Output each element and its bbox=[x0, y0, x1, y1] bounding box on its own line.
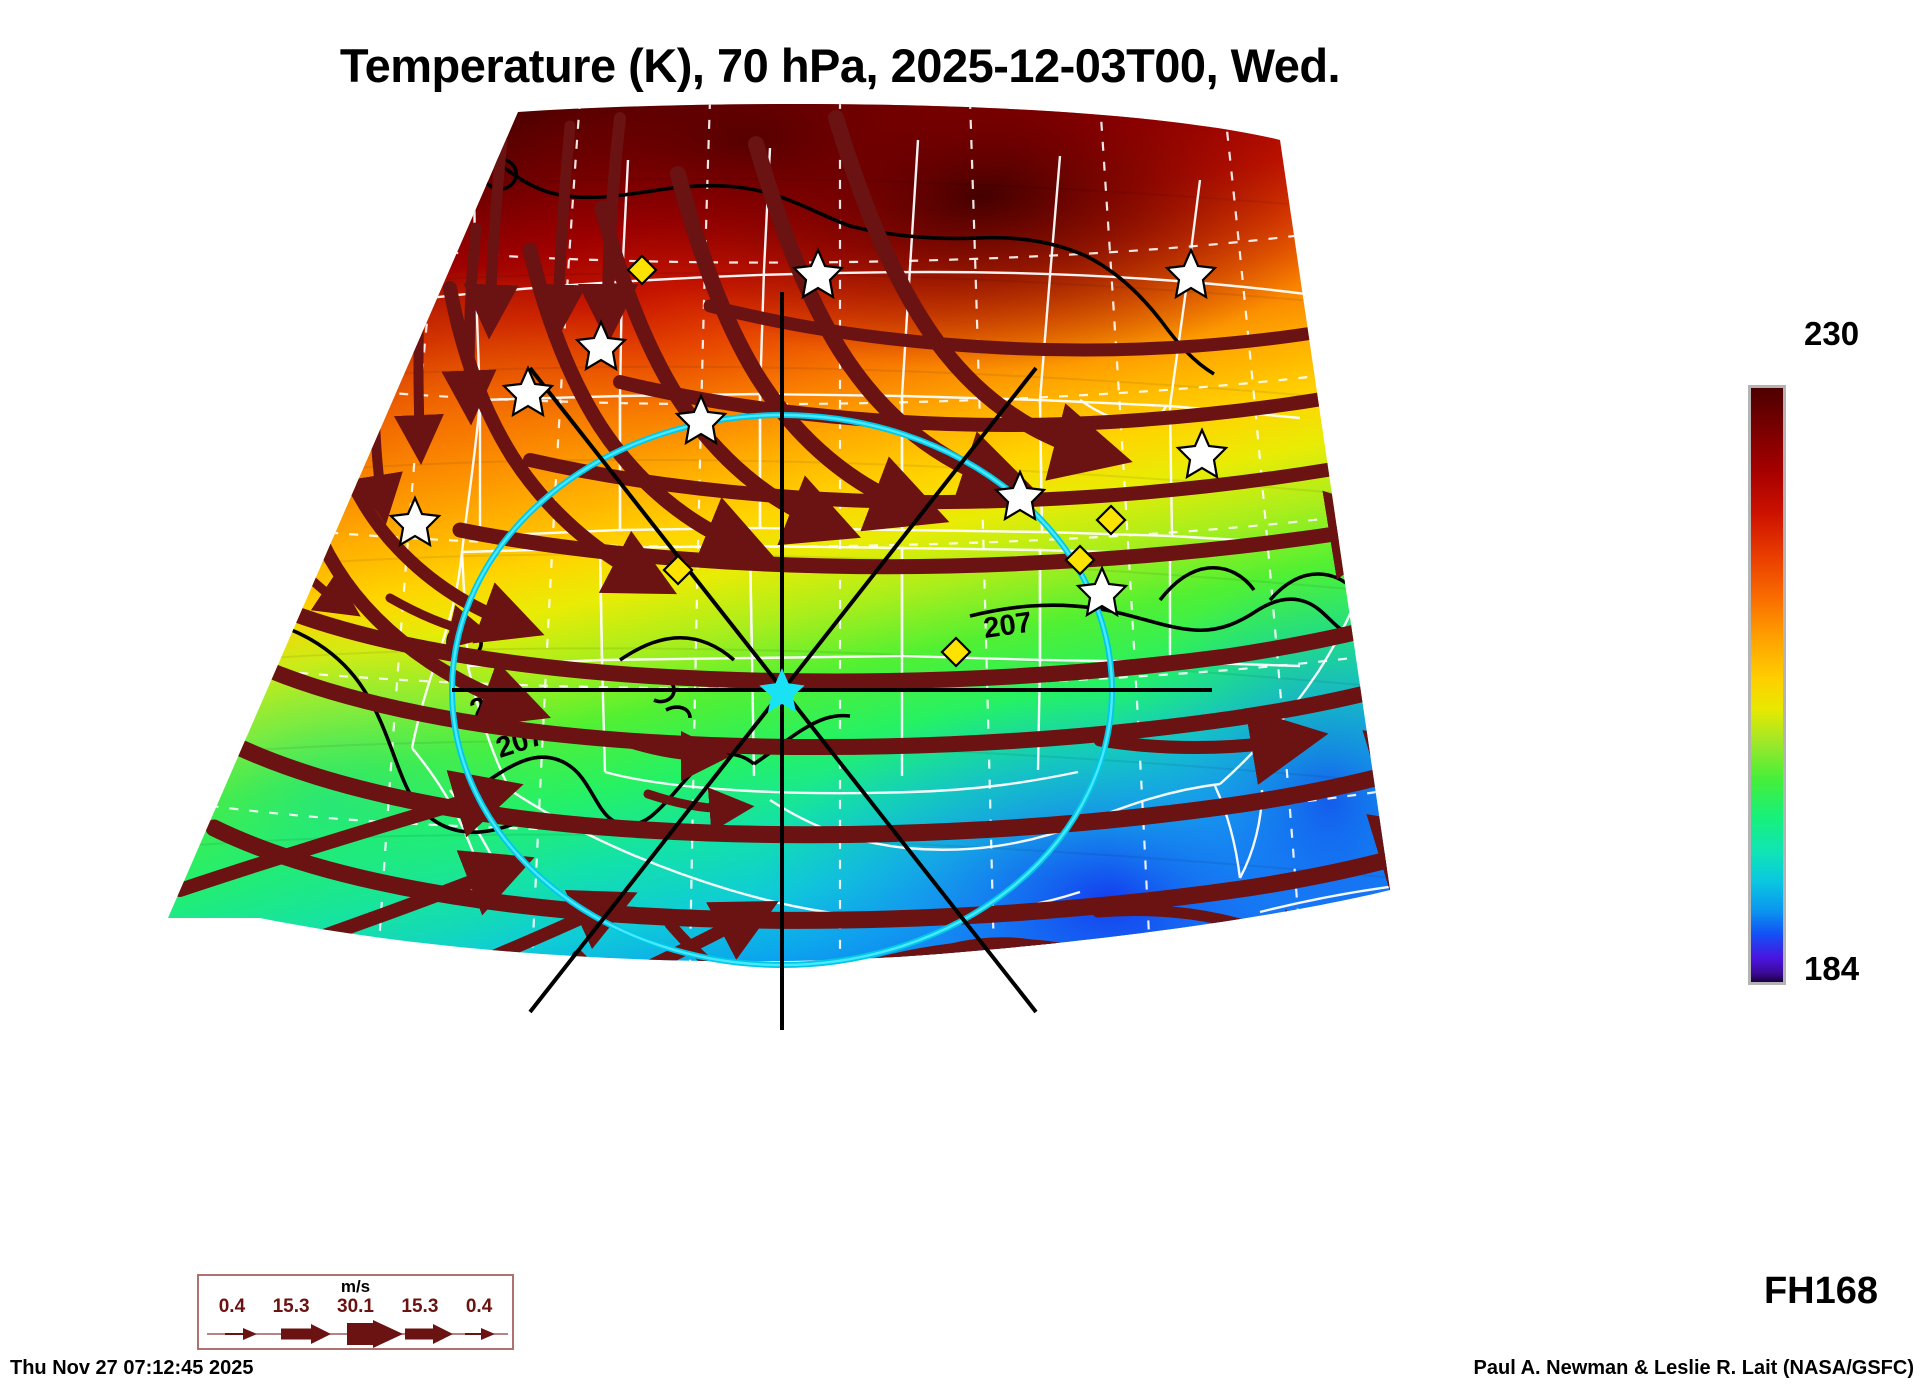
colorbar-gradient bbox=[1748, 385, 1786, 985]
station-markers-star bbox=[388, 247, 1229, 618]
temperature-shading bbox=[168, 104, 1390, 962]
wind-streamlines bbox=[173, 110, 1390, 962]
station-markers-diamond bbox=[626, 254, 1127, 668]
wind-legend-value-1: 15.3 bbox=[272, 1296, 310, 1317]
temperature-map[interactable]: 207 207 207 bbox=[150, 100, 1440, 1030]
center-star-marker bbox=[759, 668, 805, 713]
wind-legend-value-2: 30.1 bbox=[337, 1296, 374, 1317]
wind-legend-value-0: 0.4 bbox=[218, 1296, 246, 1317]
colorbar-panel: 230 184 bbox=[1742, 305, 1922, 1005]
colorbar-min-label: 184 bbox=[1804, 950, 1860, 987]
colorbar-max-label: 230 bbox=[1804, 315, 1860, 352]
wind-legend-value-4: 0.4 bbox=[465, 1296, 493, 1317]
contour-label-207-c: 207 bbox=[982, 607, 1034, 645]
author-credit: Paul A. Newman & Leslie R. Lait (NASA/GS… bbox=[1473, 1357, 1914, 1379]
page-title: Temperature (K), 70 hPa, 2025-12-03T00, … bbox=[339, 39, 1341, 92]
wind-legend-arrow-scale bbox=[207, 1320, 508, 1348]
wind-legend-values: 0.4 15.3 30.1 15.3 0.4 bbox=[199, 1296, 512, 1318]
generation-timestamp: Thu Nov 27 07:12:45 2025 bbox=[10, 1357, 254, 1379]
wind-legend-unit-label: m/s bbox=[340, 1277, 371, 1296]
forecast-hour-label: FH168 bbox=[1763, 1270, 1878, 1312]
wind-legend-value-3: 15.3 bbox=[401, 1296, 439, 1317]
map-panel[interactable]: 207 207 207 bbox=[150, 100, 1440, 1030]
wind-speed-legend: m/s 0.4 15.3 30.1 15.3 0.4 bbox=[197, 1274, 514, 1350]
